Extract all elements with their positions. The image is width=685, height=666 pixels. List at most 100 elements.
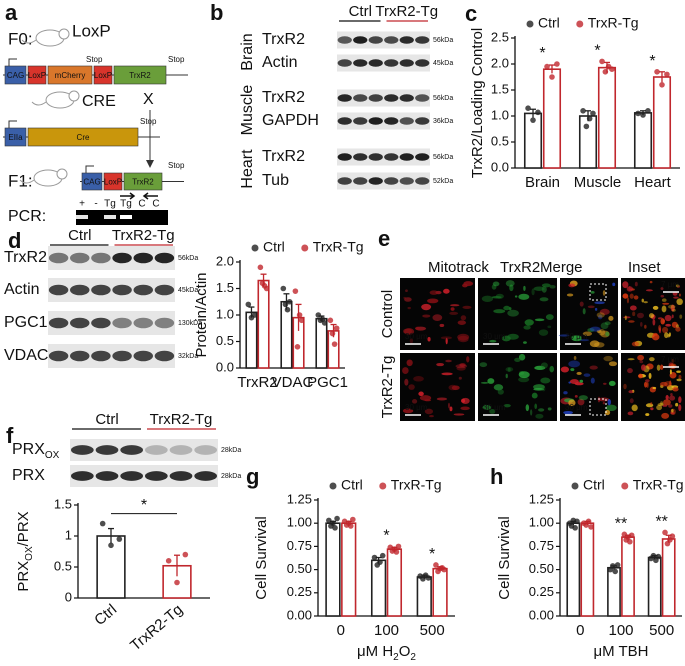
kda-label: 28kDa [221,473,241,480]
cell-signal [678,396,682,404]
cell-signal [579,379,584,383]
cell-signal [675,402,679,407]
legend-marker [621,482,629,490]
cell-signal [530,409,533,416]
stop-label: Stop [168,55,185,64]
construct-label: TrxR2 [132,178,154,187]
data-point [554,61,560,67]
y-tick-label: 1.25 [287,491,312,506]
cell-signal [436,362,445,367]
scale-bar-label: 7 μm [661,280,679,289]
blot-band [337,117,352,125]
cell-signal [403,328,415,335]
data-point [182,551,189,558]
x-tick-label: 500 [420,622,445,639]
blot-band [415,153,430,161]
lane-label: + [79,199,85,210]
cell-signal [408,384,415,390]
kda-label: 45kDa [433,60,453,67]
panel-letter: e [378,226,390,251]
cell-signal [648,313,655,319]
cell-signal [432,314,443,322]
blot-strip [70,465,218,487]
stop-label: Stop [86,55,103,64]
column-label: Mitotrack [428,259,489,276]
cell-signal [507,309,519,317]
cell-signal [495,293,504,299]
cell-signal [676,378,682,382]
y-tick-label: 2.0 [216,253,234,268]
cell-signal [673,296,679,299]
cell-signal [419,395,432,401]
cell-signal [489,339,497,343]
cell-signal [661,298,667,302]
cell-signal [659,381,668,387]
construct-box [4,65,27,85]
cell-signal [406,359,413,367]
cell-signal [541,386,546,392]
cell-signal [671,359,675,363]
y-tick-label: 0.5 [216,333,234,348]
construct-label: LoxP [104,178,122,187]
data-point [321,320,328,326]
blot-band [368,94,383,102]
cell-signal [443,288,450,294]
cell-signal [503,305,511,311]
legend-label: TrxR-Tg [391,477,442,493]
data-point [645,108,651,114]
blot-band [194,445,218,455]
legend-label: Ctrl [341,477,363,493]
kda-label: 36kDa [433,118,453,125]
cell-signal [668,304,676,309]
cell-signal [645,289,653,292]
cell-signal [413,376,424,382]
bar [432,567,448,617]
bar [315,317,328,369]
text-part: 2 [410,652,416,663]
bar [416,576,432,617]
data-point [654,69,660,75]
x-tick-label: 0 [576,622,584,639]
blot-band [112,284,132,296]
cell-signal [427,337,431,342]
blot-strip [337,89,430,107]
data-point [588,524,594,530]
bar [542,68,562,169]
y-axis-label: Cell Survival [253,516,270,599]
cell-signal [456,366,466,371]
text-part: /PRX [15,511,32,546]
cell-signal [571,335,583,342]
data-point [640,112,646,118]
cell-signal [649,357,655,362]
significance-label: * [539,45,545,62]
cell-signal [628,390,634,394]
cell-signal [518,371,530,379]
data-point [572,525,578,531]
construct-label: CAG [83,178,100,187]
cell-signal [507,367,511,372]
y-tick-label: 0.5 [491,133,509,148]
cell-signal [590,377,595,384]
cell-signal [660,401,664,406]
cell-signal [411,399,418,404]
cell-signal [422,314,431,318]
blot-band [368,59,383,67]
data-point [347,523,354,529]
cell-signal [656,404,663,411]
cell-signal [533,286,545,291]
cell-signal [596,312,605,318]
cell-signal [605,331,610,337]
cell-signal [407,306,411,310]
blot-band [70,317,90,329]
blot-band [154,317,175,329]
scale-bar-label: 30 μm [405,332,428,341]
blot-band [337,36,352,44]
cell-signal [505,280,515,287]
data-point [393,549,400,555]
cell-signal [445,337,448,345]
cell-signal [668,332,672,337]
group-label: TrxR2-Tg [112,227,175,244]
x-tick-label: Muscle [574,174,622,191]
blot-band [194,471,218,481]
blot-band [368,36,383,44]
